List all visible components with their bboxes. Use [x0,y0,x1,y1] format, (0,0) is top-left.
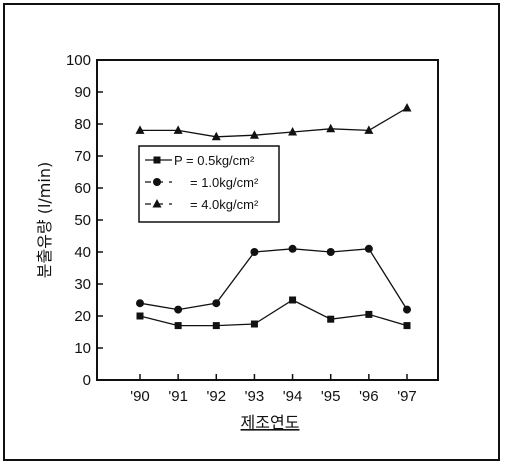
x-tick-label: '97 [397,388,417,405]
data-point [327,315,335,323]
data-point [326,123,336,133]
data-point [364,244,373,253]
data-point [403,322,411,330]
x-tick-label: '90 [130,388,150,405]
data-point [365,310,373,318]
data-point [364,125,374,134]
data-point [249,130,259,139]
data-point [136,299,144,308]
data-point [250,320,258,328]
legend-marker [153,156,161,164]
legend-marker [153,178,161,186]
data-point [402,103,412,112]
chart-frame [3,3,500,461]
y-tick-label: 40 [74,244,91,261]
series-line [139,248,408,311]
data-point [212,299,221,308]
data-point [211,131,221,141]
legend-box [138,145,280,223]
legend: P = 0.5kg/cm² = 1.0kg/cm² = 4.0kg/cm² [138,145,280,223]
data-point [288,127,298,136]
series-line [139,299,408,327]
data-point [250,248,259,256]
legend-label: P = 0.5kg/cm² [174,153,255,168]
data-point [174,322,182,330]
data-point [326,248,335,256]
series-line [140,107,408,138]
data-point [173,125,183,134]
legend-label: = 4.0kg/cm² [190,197,259,212]
x-axis-label: 제조연도 [241,413,300,432]
y-tick-label: 60 [74,180,91,197]
x-tick-label: '92 [207,388,227,405]
data-point [174,305,183,314]
x-tick-label: '94 [283,388,303,405]
y-tick-label: 0 [83,372,91,389]
y-tick-label: 20 [74,308,91,325]
data-point [403,305,411,314]
y-tick-label: 50 [74,212,91,229]
series-triangle [135,103,412,141]
x-tick-label: '93 [245,388,265,405]
series-layer [135,103,412,330]
y-axis-label: 분출유량 (l/min) [35,162,54,278]
data-point [135,125,145,134]
y-tick-label: 90 [74,84,91,101]
y-tick-label: 100 [66,52,91,69]
data-point [289,296,297,304]
y-tick-label: 70 [74,148,91,165]
x-tick-label: '91 [168,388,188,405]
y-tick-label: 30 [74,276,91,293]
legend-marker [152,199,162,208]
data-point [212,322,220,330]
series-circle [136,244,411,314]
y-tick-label: 80 [74,116,91,133]
legend-label: = 1.0kg/cm² [190,175,259,190]
axes: 0 10 20 30 40 50 60 70 80 90 100 '90 '91 '92 '93 '94 '95… [66,52,439,405]
data-point [136,312,144,320]
data-point [288,244,297,253]
x-tick-label: '96 [359,388,379,405]
y-tick-label: 10 [74,340,91,357]
series-square [136,296,411,330]
x-tick-label: '95 [321,388,341,405]
